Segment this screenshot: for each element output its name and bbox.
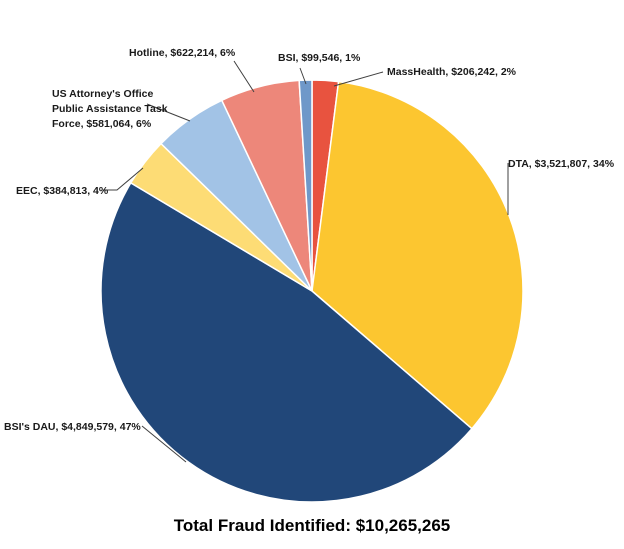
- pie-slices: [100, 79, 524, 503]
- pie-slice-bsi-s-dau: [100, 181, 473, 503]
- pie-slice-bsi: [298, 79, 313, 292]
- data-label: EEC, $384,813, 4%: [16, 185, 109, 197]
- leader-line: [146, 103, 191, 122]
- data-labels: MassHealth, $206,242, 2% DTA, $3,521,807,…: [4, 47, 615, 433]
- data-label: BSI's DAU, $4,849,579, 47%: [4, 421, 141, 433]
- leader-line: [333, 71, 384, 87]
- data-label: BSI, $99,546, 1%: [278, 52, 361, 64]
- data-label: Hotline, $622,214, 6%: [129, 47, 236, 59]
- data-label: MassHealth, $206,242, 2%: [387, 66, 517, 78]
- leader-lines: [103, 60, 509, 463]
- leader-line: [103, 167, 144, 191]
- leader-line: [233, 60, 255, 93]
- leader-line: [299, 67, 307, 85]
- data-label-line: US Attorney's Office: [52, 88, 153, 100]
- data-label: US Attorney's Office Public Assistance Ta…: [52, 88, 168, 130]
- data-label: DTA, $3,521,807, 34%: [508, 158, 615, 170]
- leader-line: [141, 425, 187, 463]
- chart-title: Total Fraud Identified: $10,265,265: [174, 516, 451, 535]
- data-label-line: Force, $581,064, 6%: [52, 118, 152, 130]
- pie-slice-dta: [311, 80, 524, 430]
- data-label-line: Public Assistance Task: [52, 103, 168, 115]
